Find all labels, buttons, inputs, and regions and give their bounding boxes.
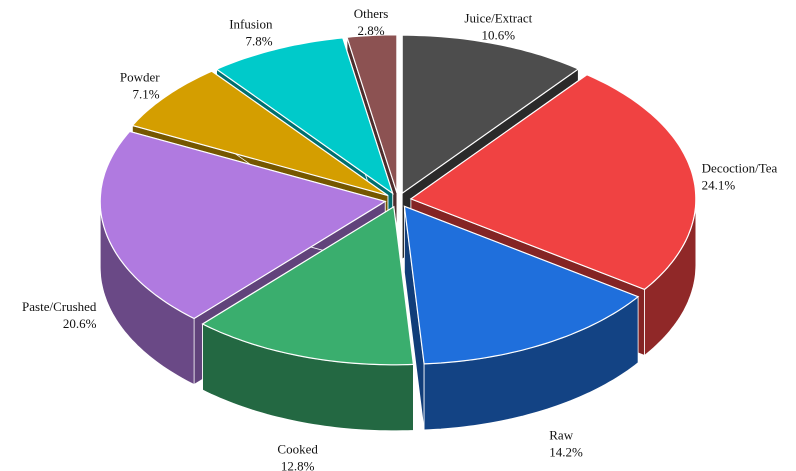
- slice-label: Infusion 7.8%: [229, 16, 273, 48]
- slice-label: Paste/Crushed 20.6%: [22, 299, 97, 331]
- slice-label-value: 10.6%: [482, 27, 516, 42]
- slice: [409, 74, 697, 291]
- slice-label-name: Infusion: [229, 16, 273, 31]
- slice-label-value: 12.8%: [281, 459, 315, 471]
- labels: Juice/Extract 10.6% Decoction/Tea 24.1% Raw 1…: [22, 6, 777, 471]
- slice: [215, 37, 394, 195]
- slice-label-name: Juice/Extract: [464, 10, 532, 25]
- slice-label-value: 24.1%: [702, 177, 736, 192]
- slice-label-name: Cooked: [277, 442, 318, 457]
- slice: [201, 205, 415, 366]
- slice-label: Raw 14.2%: [549, 428, 583, 460]
- slice: [99, 130, 387, 320]
- slice-label-value: 14.2%: [549, 445, 583, 460]
- slice-label-value: 7.8%: [245, 33, 272, 48]
- slice-label-name: Others: [354, 6, 389, 21]
- slice: [131, 70, 389, 197]
- slice-label: Decoction/Tea 24.1%: [702, 160, 778, 192]
- slice-label-value: 7.1%: [133, 87, 160, 102]
- slice-label: Others 2.8%: [354, 6, 389, 38]
- slice-label-value: 2.8%: [357, 23, 384, 38]
- slice-label-name: Decoction/Tea: [702, 160, 778, 175]
- slice-label-name: Paste/Crushed: [22, 299, 97, 314]
- slice: [401, 34, 580, 195]
- slice-tops: [99, 34, 697, 366]
- slice-label: Juice/Extract 10.6%: [464, 10, 532, 42]
- slice-label-value: 20.6%: [63, 316, 97, 331]
- slice-label-name: Powder: [120, 70, 160, 85]
- slice: [403, 205, 640, 365]
- slice-label-name: Raw: [549, 428, 573, 443]
- slice-label: Powder 7.1%: [120, 70, 160, 102]
- slice-label: Cooked 12.8%: [277, 442, 318, 471]
- slice: [346, 34, 398, 193]
